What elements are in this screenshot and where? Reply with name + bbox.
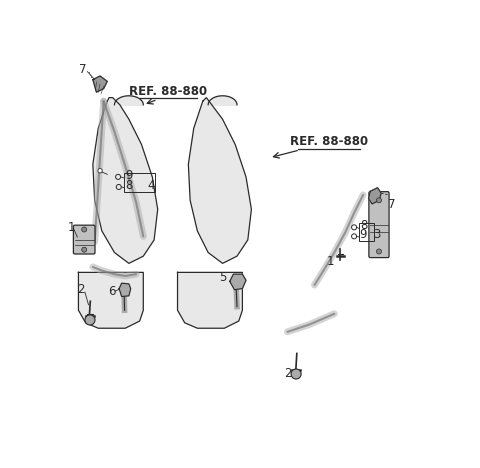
Circle shape [85,315,95,325]
FancyBboxPatch shape [369,192,389,257]
Circle shape [376,249,382,254]
Text: 2: 2 [77,283,84,296]
Circle shape [291,369,301,379]
Text: 5: 5 [220,271,227,284]
Text: 1: 1 [327,255,335,268]
Text: 1: 1 [68,221,75,234]
Circle shape [98,168,102,173]
Text: 9: 9 [360,228,367,241]
Polygon shape [208,96,237,105]
Text: 8: 8 [360,219,367,232]
Polygon shape [369,188,381,204]
Text: 7: 7 [79,63,87,76]
Polygon shape [93,98,158,263]
Polygon shape [93,76,107,92]
Circle shape [376,198,382,203]
Polygon shape [230,274,246,290]
FancyBboxPatch shape [73,225,95,254]
Text: 3: 3 [373,228,381,241]
Text: 7: 7 [388,198,396,211]
Text: 6: 6 [108,285,115,298]
Polygon shape [78,272,144,328]
Text: 9: 9 [125,169,133,183]
Bar [124,173,155,192]
Polygon shape [178,272,242,328]
Polygon shape [114,96,144,105]
Circle shape [82,247,87,252]
Text: REF. 88-880: REF. 88-880 [290,135,368,148]
Text: 8: 8 [126,179,133,192]
Text: 4: 4 [148,179,156,192]
Bar [359,223,373,241]
Circle shape [82,227,87,232]
Text: 2: 2 [284,367,291,380]
Polygon shape [119,283,131,297]
Text: REF. 88-880: REF. 88-880 [130,85,207,98]
Polygon shape [188,98,252,263]
